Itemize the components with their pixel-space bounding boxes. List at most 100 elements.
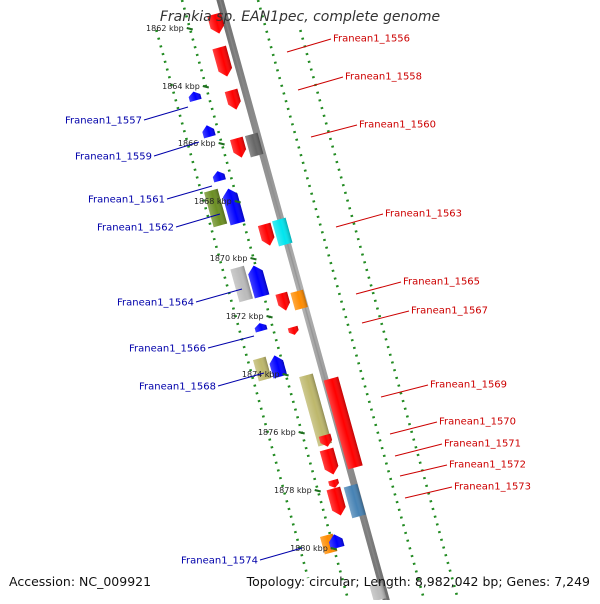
gene-block-shade bbox=[287, 325, 299, 335]
gene-block[interactable] bbox=[204, 188, 228, 228]
gene-leader-line bbox=[335, 213, 384, 228]
kbp-tick-mark bbox=[282, 373, 289, 377]
gene-block[interactable] bbox=[201, 124, 216, 139]
gene-block-shade bbox=[272, 217, 293, 247]
gene-label[interactable]: Franean1_1570 bbox=[439, 417, 516, 428]
gene-label[interactable]: Franean1_1557 bbox=[65, 116, 142, 127]
tick-dot-tracks bbox=[155, 0, 460, 601]
gene-label[interactable]: Franean1_1571 bbox=[444, 439, 521, 450]
gene-block-shade bbox=[207, 12, 225, 34]
gene-block[interactable] bbox=[369, 582, 387, 602]
gene-block[interactable] bbox=[323, 376, 363, 470]
gene-label[interactable]: Franean1_1560 bbox=[359, 120, 436, 131]
gene-block[interactable] bbox=[272, 217, 293, 247]
gene-label[interactable]: Franean1_1565 bbox=[403, 277, 480, 288]
gene-block[interactable] bbox=[207, 12, 226, 35]
kbp-tick-label: 1876 kbp bbox=[258, 428, 296, 437]
gene-label[interactable]: Franean1_1573 bbox=[454, 482, 531, 493]
gene-block-shade bbox=[328, 478, 339, 488]
gene-block[interactable] bbox=[230, 136, 248, 160]
gene-label[interactable]: Franean1_1574 bbox=[181, 556, 258, 567]
gene-block[interactable] bbox=[299, 373, 332, 447]
gene-leader-line bbox=[297, 76, 344, 91]
gene-block[interactable] bbox=[254, 322, 268, 333]
accession-text: Accession: NC_009921 bbox=[9, 574, 152, 589]
gene-block-shade bbox=[188, 91, 202, 102]
kbp-tick-label: 1880 kbp bbox=[290, 544, 328, 553]
gene-block-shade bbox=[230, 136, 247, 158]
gene-label[interactable]: Franean1_1556 bbox=[333, 34, 410, 45]
gene-block[interactable] bbox=[244, 132, 264, 158]
gene-block-shade bbox=[369, 582, 387, 602]
gene-block[interactable] bbox=[319, 447, 340, 477]
gene-label[interactable]: Franean1_1572 bbox=[449, 460, 526, 471]
gene-leader-line bbox=[286, 38, 332, 53]
gene-label[interactable]: Franean1_1558 bbox=[345, 72, 422, 83]
gene-block[interactable] bbox=[212, 45, 234, 79]
gene-label[interactable]: Franean1_1564 bbox=[117, 298, 194, 309]
gene-block[interactable] bbox=[257, 222, 276, 248]
gene-block[interactable] bbox=[287, 325, 300, 336]
gene-block-shade bbox=[222, 188, 246, 226]
kbp-tick-label: 1868 kbp bbox=[194, 197, 232, 206]
kbp-tick-mark bbox=[250, 257, 257, 261]
kbp-tick-label: 1862 kbp bbox=[146, 24, 184, 33]
gene-block[interactable] bbox=[188, 90, 202, 102]
gene-leader-line bbox=[399, 464, 448, 477]
gene-block[interactable] bbox=[343, 483, 366, 519]
gene-label[interactable]: Franean1_1563 bbox=[385, 209, 462, 220]
gene-block-shade bbox=[212, 171, 226, 183]
gene-label[interactable]: Franean1_1566 bbox=[129, 344, 206, 355]
gene-block-shade bbox=[275, 291, 290, 311]
gene-block[interactable] bbox=[327, 532, 345, 550]
gene-block-shade bbox=[244, 132, 264, 158]
gene-block[interactable] bbox=[290, 289, 308, 311]
gene-block[interactable] bbox=[326, 486, 348, 518]
gene-leader-line bbox=[310, 124, 358, 138]
gene-label[interactable]: Franean1_1567 bbox=[411, 306, 488, 317]
gene-leader-line bbox=[361, 310, 410, 324]
genome-summary-text: Topology: circular; Length: 8,982,042 bp… bbox=[246, 574, 590, 589]
gene-block[interactable] bbox=[212, 170, 226, 183]
gene-block-shade bbox=[248, 265, 270, 299]
kbp-ticks: 1862 kbp 1864 kbp 1866 kbp 1868 kbp 1870 kbp… bbox=[146, 24, 338, 553]
gene-block[interactable] bbox=[275, 291, 291, 313]
gene-block-shade bbox=[318, 433, 333, 447]
gene-label[interactable]: Franean1_1569 bbox=[430, 380, 507, 391]
kbp-tick-label: 1874 kbp bbox=[242, 370, 280, 379]
gene-block-shade bbox=[343, 483, 366, 519]
gene-label[interactable]: Franean1_1562 bbox=[97, 223, 174, 234]
kbp-tick-mark bbox=[330, 547, 338, 551]
gene-leader-line bbox=[389, 421, 438, 435]
gene-block[interactable] bbox=[328, 478, 340, 489]
gene-block[interactable] bbox=[224, 88, 243, 112]
gene-leader-line bbox=[259, 547, 303, 561]
gene-block[interactable] bbox=[268, 354, 288, 379]
gene-block-shade bbox=[224, 88, 241, 110]
kbp-tick-mark bbox=[234, 200, 241, 204]
gene-label[interactable]: Franean1_1561 bbox=[88, 195, 165, 206]
kbp-tick-label: 1864 kbp bbox=[162, 82, 200, 91]
gene-block-shade bbox=[323, 376, 363, 470]
kbp-tick-label: 1872 kbp bbox=[226, 312, 264, 321]
gene-leader-line bbox=[380, 384, 429, 398]
gene-leader-line bbox=[207, 335, 255, 349]
kbp-tick-mark bbox=[202, 85, 210, 89]
gene-label[interactable]: Franean1_1559 bbox=[75, 152, 152, 163]
gene-leader-line bbox=[404, 486, 453, 499]
gene-block-shade bbox=[326, 486, 346, 516]
gene-block-shade bbox=[212, 45, 233, 77]
gene-block-shade bbox=[230, 265, 253, 303]
gene-block[interactable] bbox=[230, 265, 253, 303]
gene-block[interactable] bbox=[221, 187, 246, 226]
gene-blocks bbox=[188, 12, 387, 602]
gene-block-shade bbox=[254, 323, 268, 333]
kbp-tick-mark bbox=[314, 489, 321, 493]
gene-block[interactable] bbox=[318, 433, 334, 449]
dot-track bbox=[155, 29, 310, 579]
gene-label[interactable]: Franean1_1568 bbox=[139, 382, 216, 393]
gene-leader-line bbox=[175, 213, 221, 228]
gene-block[interactable] bbox=[246, 264, 270, 299]
